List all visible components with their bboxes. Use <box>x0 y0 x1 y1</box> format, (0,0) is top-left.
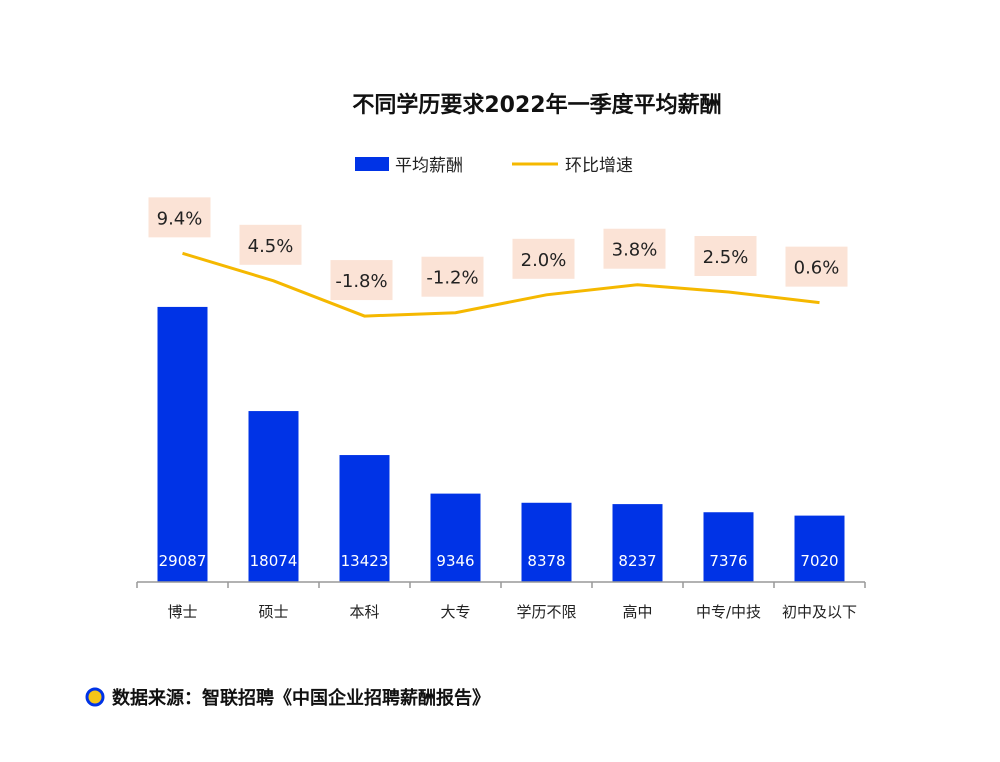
bar <box>248 411 299 582</box>
category-label: 高中 <box>622 603 652 621</box>
bar-value-label: 13423 <box>341 552 389 570</box>
bar <box>612 504 663 582</box>
growth-value-label: 0.6% <box>794 258 840 279</box>
category-label: 大专 <box>440 603 470 621</box>
bar-value-label: 7020 <box>800 552 838 570</box>
category-label: 初中及以下 <box>782 603 857 621</box>
growth-label-box <box>330 260 393 301</box>
growth-label-box <box>239 224 302 265</box>
growth-value-label: 2.5% <box>703 247 749 268</box>
bar <box>794 515 845 582</box>
bar <box>703 512 754 582</box>
chart-title: 不同学历要求2022年一季度平均薪酬 <box>352 92 721 118</box>
growth-line <box>182 251 820 318</box>
bar-value-label: 29087 <box>159 552 207 570</box>
category-label: 博士 <box>167 603 197 621</box>
category-label: 学历不限 <box>516 603 576 621</box>
bar-value-label: 9346 <box>436 552 474 570</box>
growth-label-box <box>694 236 757 276</box>
bar <box>430 493 481 582</box>
bar-value-label: 7376 <box>709 552 747 570</box>
category-label: 硕士 <box>258 603 288 621</box>
legend-bar-label: 平均薪酬 <box>395 156 463 176</box>
growth-value-label: -1.8% <box>335 271 387 292</box>
bar-value-label: 8378 <box>527 552 565 570</box>
growth-value-label: 3.8% <box>612 240 658 261</box>
source-text: 数据来源：智联招聘《中国企业招聘薪酬报告》 <box>112 687 490 709</box>
bar <box>521 502 572 582</box>
legend-bar-swatch <box>355 157 389 171</box>
bar-value-label: 8237 <box>618 552 656 570</box>
bar-value-label: 18074 <box>250 552 298 570</box>
legend-line-label: 环比增速 <box>565 156 633 176</box>
growth-label-box <box>603 228 666 269</box>
category-label: 本科 <box>349 603 379 621</box>
legend: 平均薪酬 环比增速 <box>355 156 633 176</box>
growth-label-box <box>785 246 848 287</box>
growth-label-box <box>421 256 484 297</box>
source-note: 数据来源：智联招聘《中国企业招聘薪酬报告》 <box>85 687 490 709</box>
growth-value-label: -1.2% <box>426 268 478 289</box>
growth-label-box <box>148 197 211 238</box>
growth-value-label: 4.5% <box>248 236 294 257</box>
bar <box>339 455 390 582</box>
growth-value-label: 9.4% <box>157 208 203 229</box>
growth-value-label: 2.0% <box>521 250 567 271</box>
category-label: 中专/中技 <box>696 603 761 621</box>
bullet-icon <box>85 687 105 707</box>
bar <box>157 306 208 582</box>
growth-label-box <box>512 238 575 279</box>
